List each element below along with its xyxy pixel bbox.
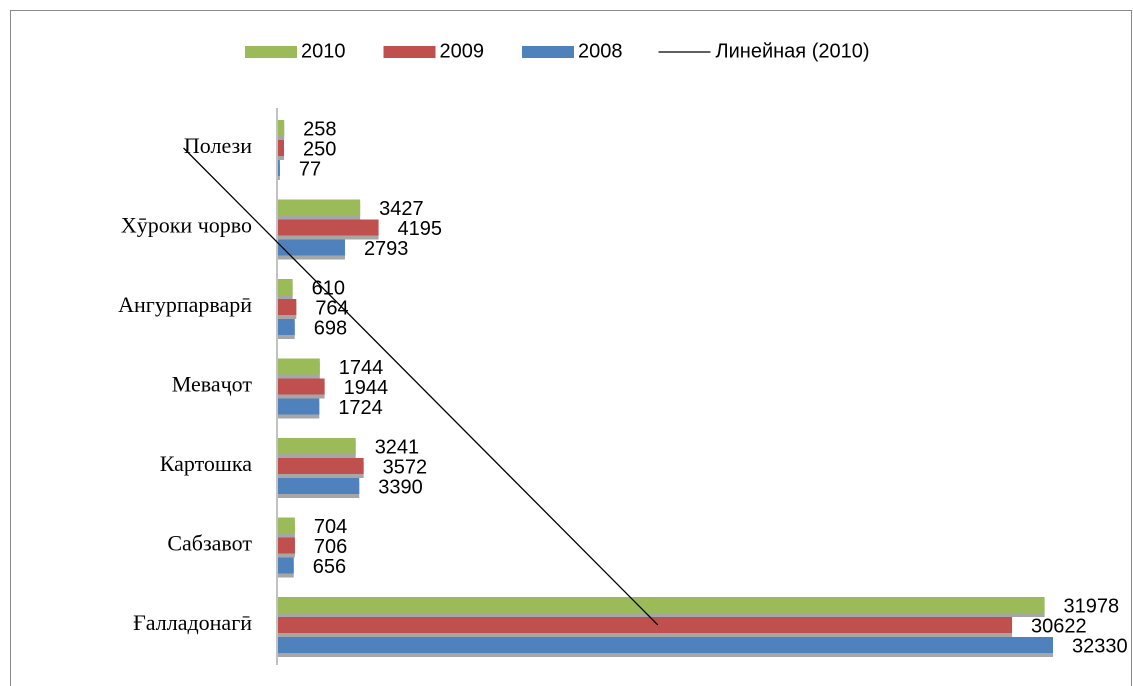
value-label: 4195	[398, 218, 443, 240]
bar	[278, 219, 379, 236]
value-label: 764	[315, 297, 348, 319]
value-label: 3572	[383, 456, 428, 478]
bar	[278, 358, 320, 375]
bar	[278, 597, 1045, 613]
value-label: 3390	[378, 476, 423, 498]
bar	[278, 537, 295, 554]
bar	[278, 279, 293, 295]
value-label: 250	[303, 138, 336, 160]
legend-swatch	[522, 46, 574, 58]
value-label: 704	[314, 516, 347, 538]
value-label: 30622	[1031, 615, 1087, 637]
trendline	[183, 147, 659, 626]
value-label: 77	[299, 158, 321, 180]
legend-swatch	[383, 46, 436, 58]
bar	[278, 239, 345, 256]
bar	[278, 160, 280, 176]
legend-label: Линейная (2010)	[716, 40, 870, 62]
legend-label: 2008	[578, 40, 623, 62]
bar	[278, 517, 295, 534]
value-label: 2793	[364, 238, 409, 260]
bar	[278, 557, 294, 574]
category-label: Сабзавот	[167, 531, 252, 556]
category-label: Ғалладонагӣ	[133, 610, 252, 635]
bar	[278, 617, 1013, 633]
bar	[278, 140, 284, 156]
value-label: 698	[314, 317, 347, 339]
bar	[278, 398, 320, 415]
category-label: Ангурпарварӣ	[118, 292, 252, 317]
value-label: 656	[313, 556, 346, 578]
value-label: 706	[314, 536, 347, 558]
category-label: Картошка	[160, 451, 252, 476]
value-label: 31978	[1064, 595, 1120, 617]
value-label: 3241	[375, 436, 420, 458]
legend-label: 2010	[301, 40, 346, 62]
value-label: 32330	[1072, 635, 1128, 657]
value-label: 258	[303, 118, 336, 140]
legend-label: 2009	[440, 40, 485, 62]
value-label: 1944	[344, 377, 389, 399]
legend-swatch	[245, 46, 297, 58]
category-label: Хӯроки чорво	[121, 213, 252, 238]
bar	[278, 458, 364, 474]
bar	[278, 299, 297, 315]
bar	[278, 378, 325, 395]
bar	[278, 438, 356, 454]
bar	[278, 319, 295, 335]
value-label: 1724	[338, 397, 383, 419]
value-label: 610	[312, 277, 345, 299]
bar	[278, 120, 285, 136]
value-label: 3427	[379, 198, 424, 220]
category-label: Меваҷот	[172, 372, 253, 397]
bar	[278, 478, 360, 494]
category-label: Полези	[184, 133, 252, 158]
value-label: 1744	[339, 357, 384, 379]
bar	[278, 637, 1053, 653]
bar	[278, 199, 361, 216]
chart-frame	[10, 10, 1132, 686]
